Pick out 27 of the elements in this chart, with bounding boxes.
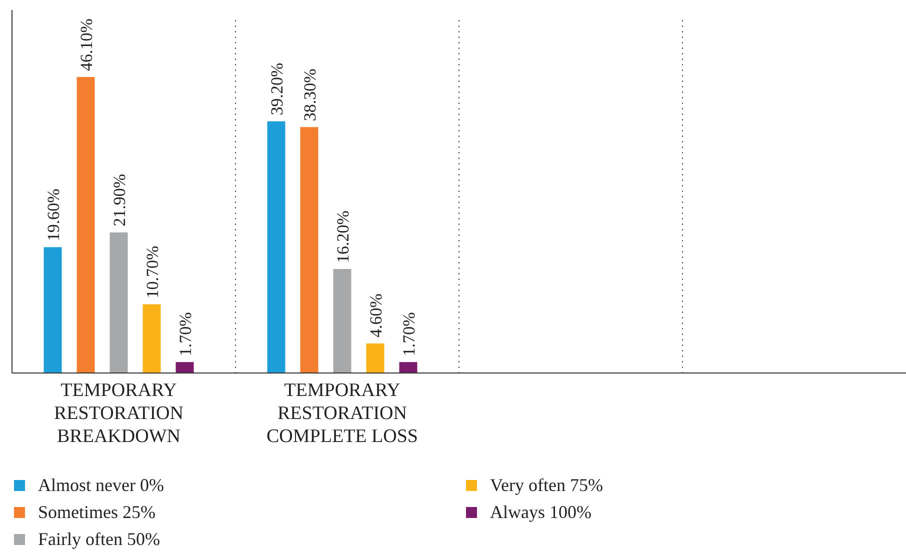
legend-label: Sometimes 25% [38,502,156,522]
data-label: 4.60% [366,294,386,338]
legend-label: Always 100% [490,502,592,522]
data-label: 39.20% [267,62,286,116]
bar [267,121,286,373]
bar [366,343,384,373]
bar [76,77,95,373]
bar [44,247,62,373]
data-label: 10.70% [142,246,162,298]
data-label: 19.60% [44,188,63,242]
x-tick-label: TEMPORARY RESTORATION BREAKDOWN [54,380,184,447]
data-label: 16.20% [333,210,352,263]
bar [110,232,128,373]
bar [399,362,418,373]
x-tick-label: TEMPORARY RESTORATION COMPLETE LOSS [266,380,418,447]
bar [142,304,161,373]
legend-label: Very often 75% [490,475,603,495]
bar [333,268,352,373]
data-label: 46.10% [76,18,96,71]
legend-label: Fairly often 50% [38,529,160,549]
data-label: 21.90% [110,174,129,226]
bar [176,362,194,373]
bar [300,127,318,373]
legend-label: Almost never 0% [38,475,164,495]
data-label: 1.70% [176,312,195,356]
data-label: 1.70% [399,312,418,356]
data-label: 38.30% [300,68,320,122]
